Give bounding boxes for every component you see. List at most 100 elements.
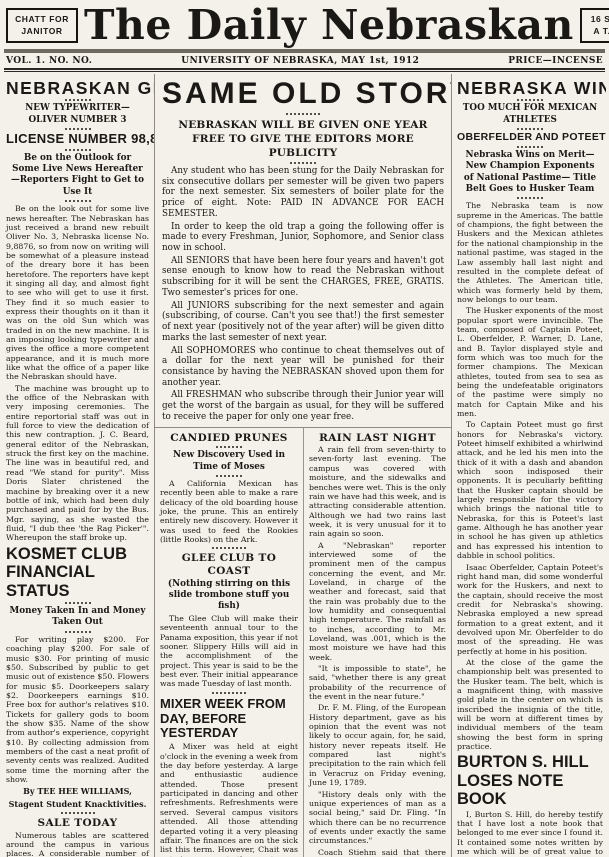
paragraph: Isaac Oberfelder, Captain Poteet's right… (457, 562, 603, 656)
paragraph: A rain fell from seven-thirty to seven-f… (309, 445, 446, 539)
masthead-right-box-line1: 16 S W A B (590, 14, 609, 25)
ornament (212, 547, 246, 550)
subhead-glee-club: (Nothing stirring on this slide trombone… (167, 578, 291, 612)
ornament (517, 99, 543, 102)
subhead-money-taken: Money Taken In and Money Taken Out (9, 605, 146, 628)
article-body: Numerous tables are scattered around the… (6, 831, 149, 857)
headline-mixer-week: MIXER WEEK FROM DAY, BEFORE YESTERDAY (160, 695, 286, 741)
paragraph: All JUNIORS subscribing for the next sem… (162, 300, 444, 343)
paragraph: At the close of the game the championshi… (457, 657, 603, 752)
article-nebraskan-gets: NEBRASKAN GETS NEW TYPEWRITER—OLIVER NUM… (6, 78, 154, 543)
dateline: UNIVERSITY OF NEBRASKA, MAY 1st, 1912 (181, 56, 420, 66)
paragraph: In order to keep the old trap a going th… (162, 221, 444, 254)
ornament (64, 200, 91, 203)
article-body: I, Burton S. Hill, do hereby testify tha… (457, 810, 603, 857)
ornament (64, 630, 91, 633)
paragraph: All SENIORS that have been here four yea… (162, 255, 444, 298)
ornament (64, 148, 91, 151)
article-body: A rain fell from seven-thirty to seven-f… (309, 445, 446, 857)
masthead-row: CHATT FOR JANITOR The Daily Nebraskan 16… (3, 1, 609, 49)
article-body: A Mixer was held at eight o'clock in the… (160, 742, 298, 857)
article-body: Be on the look out for some live news he… (6, 204, 149, 542)
paragraph: To Captain Poteet must go first honors f… (457, 420, 603, 561)
ornament (216, 446, 242, 449)
paragraph: The Glee Club will make their seventeent… (160, 613, 298, 689)
ornament (290, 162, 316, 165)
article-body: The Glee Club will make their seventeent… (160, 614, 298, 689)
paragraph: Coach Stiehm said that there was no grou… (309, 847, 446, 857)
masthead-double-rule (4, 68, 605, 72)
masthead-thick-rule (4, 49, 605, 53)
masthead-right-box: 16 S W A B A T. N. ET (579, 8, 609, 43)
ornament (212, 691, 246, 694)
article-mixer-week: MIXER WEEK FROM DAY, BEFORE YESTERDAY A … (160, 691, 298, 857)
volume-number: VOL. 1. NO. NO. (6, 56, 93, 66)
headline-glee-club: GLEE CLUB TO COAST (181, 552, 277, 577)
ornament (286, 112, 320, 115)
headline-nebraskan-gets: NEBRASKAN GETS (6, 78, 154, 98)
ornament (517, 145, 543, 148)
newspaper-title: The Daily Nebraskan (84, 1, 574, 49)
page-body: NEBRASKAN GETS NEW TYPEWRITER—OLIVER NUM… (3, 74, 606, 857)
paragraph: Numerous tables are scattered around the… (6, 830, 149, 857)
paragraph: A California Mexican has recently been a… (160, 478, 298, 545)
ornament (517, 197, 543, 200)
paragraph: I, Burton S. Hill, do hereby testify tha… (457, 809, 603, 857)
article-rain-last-night: RAIN LAST NIGHT A rain fell from seven-t… (309, 432, 446, 857)
headline-rain-last-night: RAIN LAST NIGHT (319, 431, 436, 444)
headline-sale-today: SALE TODAY (37, 817, 118, 830)
ornament (64, 99, 91, 102)
paragraph: For writing play $200. For coaching play… (6, 634, 149, 784)
ornament (216, 474, 242, 477)
center-subcolumns: CANDIED PRUNES New Discovery Used in Tim… (155, 426, 451, 857)
article-kosmet-club: KOSMET CLUB FINANCIAL STATUS Money Taken… (6, 545, 149, 810)
headline-candied-prunes: CANDIED PRUNES (170, 431, 288, 444)
paragraph: Any student who has been stung for the D… (162, 166, 444, 219)
article-body: Any student who has been stung for the D… (162, 166, 444, 423)
byline-author: By TEE HEE WILLIAMS, (23, 786, 132, 797)
paragraph: Dr. F. M. Fling, of the European History… (309, 703, 446, 788)
paragraph: The Nebraska team is now supreme in the … (457, 201, 603, 304)
price-label: PRICE—INCENSE (508, 56, 603, 66)
left-column: NEBRASKAN GETS NEW TYPEWRITER—OLIVER NUM… (3, 74, 154, 857)
article-body: A California Mexican has recently been a… (160, 479, 298, 544)
article-sale-today: SALE TODAY Numerous tables are scattered… (6, 812, 149, 857)
paragraph: A Mixer was held at eight o'clock in the… (160, 742, 298, 857)
masthead-left-box-line1: CHATT FOR (15, 14, 69, 25)
subhead-new-discovery: New Discovery Used in Time of Moses (172, 450, 286, 472)
right-column: NEBRASKA WINS TOO MUCH FOR MEXICAN ATHLE… (452, 74, 606, 857)
masthead-left-box: CHATT FOR JANITOR (6, 8, 78, 43)
subhead-one-year-free: NEBRASKAN WILL BE GIVEN ONE YEAR FREE TO… (178, 118, 428, 159)
masthead-left-box-line2: JANITOR (21, 25, 63, 36)
masthead-right-box-line2: A T. N. ET (593, 25, 609, 36)
headline-nebraska-wins: NEBRASKA WINS (457, 78, 606, 98)
ornament (517, 128, 543, 131)
headline-license-number: LICENSE NUMBER 98,876 (6, 131, 154, 147)
article-nebraska-wins: NEBRASKA WINS TOO MUCH FOR MEXICAN ATHLE… (457, 78, 606, 751)
byline-title: Stagent Student Knacktivities. (8, 798, 147, 809)
paragraph: A "Nebraskan" reporter interviewed some … (309, 540, 446, 662)
article-candied-prunes: CANDIED PRUNES New Discovery Used in Tim… (160, 432, 298, 545)
article-glee-club: GLEE CLUB TO COAST (Nothing stirring on … (160, 547, 298, 688)
center-subcolumn-left: CANDIED PRUNES New Discovery Used in Tim… (155, 428, 303, 857)
subhead-wins-on-merit: Nebraska Wins on Merit—New Champion Expo… (463, 149, 597, 195)
paragraph: The machine was brought up to the office… (6, 383, 149, 543)
paragraph: "It is impossible to state", he said, "w… (309, 664, 446, 702)
article-burton-hill: BURTON S. HILL LOSES NOTE BOOK I, Burton… (457, 753, 603, 857)
center-column: SAME OLD STORY NEBRASKAN WILL BE GIVEN O… (154, 74, 452, 857)
paragraph: The Husker exponents of the most popular… (457, 306, 603, 419)
article-body: The Nebraska team is now supreme in the … (457, 201, 603, 751)
headline-oberfelder-poteet: OBERFELDER AND POTEET STAR (457, 131, 606, 144)
ornament (64, 601, 91, 604)
subhead-too-much: TOO MUCH FOR MEXICAN ATHLETES (462, 103, 598, 125)
headline-same-old-story: SAME OLD STORY (162, 77, 452, 110)
ornament (64, 128, 91, 131)
masthead-subrow: VOL. 1. NO. NO. UNIVERSITY OF NEBRASKA, … (3, 53, 606, 68)
headline-burton-hill: BURTON S. HILL LOSES NOTE BOOK (457, 753, 589, 809)
paragraph: All FRESHMAN who subscribe through their… (162, 390, 444, 422)
article-body: For writing play $200. For coaching play… (6, 635, 149, 785)
paragraph: All SOPHOMORES who continue to cheat the… (162, 345, 444, 388)
masthead: CHATT FOR JANITOR The Daily Nebraskan 16… (3, 1, 609, 74)
article-same-old-story: SAME OLD STORY NEBRASKAN WILL BE GIVEN O… (155, 74, 451, 425)
